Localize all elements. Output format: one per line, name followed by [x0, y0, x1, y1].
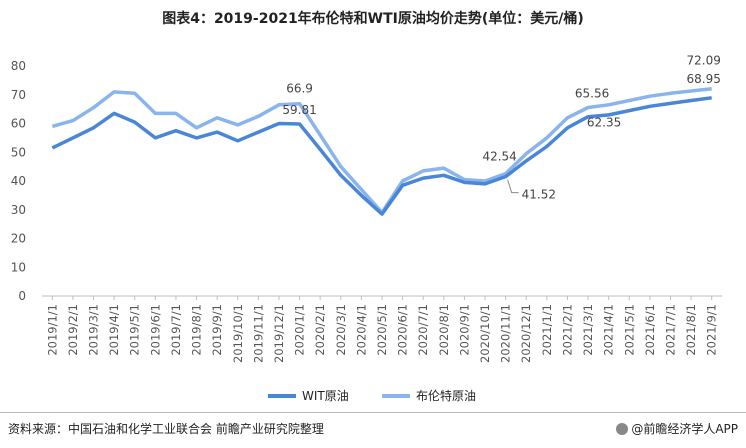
y-tick-label: 10	[11, 260, 26, 274]
legend: WIT原油 布伦特原油	[268, 388, 476, 403]
x-tick-label: 2019/7/1	[169, 304, 183, 356]
y-tick-label: 30	[11, 203, 26, 217]
x-axis: 2019/1/1 2019/2/1 2019/3/1 2019/4/1 2019/5/1…	[42, 295, 722, 363]
y-tick-label: 50	[11, 145, 26, 159]
x-tick-label: 2020/4/1	[354, 304, 368, 356]
brand-text: @前瞻经济学人APP	[631, 422, 738, 436]
x-tick-label: 2021/9/1	[705, 304, 719, 356]
series-line-wti	[51, 96, 712, 216]
y-tick-label: 20	[11, 232, 26, 246]
x-tick-label: 2019/1/1	[45, 304, 59, 356]
y-axis: 0 10 20 30 40 50 60 70 80	[11, 59, 26, 303]
x-tick-label: 2019/9/1	[210, 304, 224, 356]
x-tick-label: 2020/10/1	[478, 304, 492, 363]
x-tick-label: 2019/10/1	[231, 304, 245, 363]
y-tick-label: 70	[11, 88, 26, 102]
y-tick-label: 40	[11, 174, 26, 188]
x-tick-label: 2019/4/1	[107, 304, 121, 356]
x-tick-label: 2020/8/1	[437, 304, 451, 356]
x-tick-label: 2021/7/1	[663, 304, 677, 356]
x-tick-label: 2020/9/1	[457, 304, 471, 356]
data-label: 42.54	[482, 150, 516, 164]
legend-label: WIT原油	[302, 389, 349, 403]
x-tick-label: 2021/3/1	[581, 304, 595, 356]
x-tick-label: 2019/2/1	[66, 304, 80, 356]
x-tick-label: 2020/7/1	[416, 304, 430, 356]
x-tick-label: 2019/11/1	[251, 304, 265, 363]
x-tick-label: 2021/2/1	[560, 304, 574, 356]
x-tick-label: 2020/11/1	[499, 304, 513, 363]
x-tick-label: 2019/8/1	[190, 304, 204, 356]
legend-label: 布伦特原油	[416, 388, 476, 403]
data-label: 41.52	[522, 188, 556, 202]
footer-divider	[0, 412, 746, 413]
data-labels: 66.9 59.81 42.54 41.52 65.56 62.35 72.09 68.95	[282, 54, 720, 202]
chart-title: 图表4：2019-2021年布伦特和WTI原油均价走势(单位：美元/桶)	[162, 11, 584, 27]
x-tick-label: 2020/5/1	[375, 304, 389, 356]
data-label: 65.56	[575, 87, 609, 101]
x-tick-label: 2020/2/1	[313, 304, 327, 356]
y-tick-label: 0	[18, 289, 26, 303]
y-tick-label: 80	[11, 59, 26, 73]
x-tick-label: 2020/12/1	[519, 304, 533, 363]
data-label: 59.81	[282, 103, 316, 117]
x-tick-label: 2020/1/1	[293, 304, 307, 356]
x-tick-label: 2020/6/1	[396, 304, 410, 356]
data-label: 62.35	[587, 116, 621, 130]
x-tick-label: 2021/8/1	[684, 304, 698, 356]
x-tick-label: 2019/3/1	[87, 304, 101, 356]
x-tick-label: 2021/6/1	[643, 304, 657, 356]
data-label: 66.9	[286, 82, 313, 96]
x-tick-label: 2021/1/1	[540, 304, 554, 356]
data-label: 68.95	[687, 72, 721, 86]
x-tick-label: 2019/12/1	[272, 304, 286, 363]
brand-logo-icon	[616, 423, 629, 435]
series-line-brent	[51, 86, 712, 215]
x-tick-label: 2019/6/1	[148, 304, 162, 356]
x-tick-label: 2020/3/1	[334, 304, 348, 356]
data-label: 72.09	[687, 54, 721, 68]
series-layer	[51, 86, 712, 216]
line-chart: 0 10 20 30 40 50 60 70 80 2019/1/1 2019/2/1 2019/3…	[11, 54, 722, 403]
x-tick-label: 2019/5/1	[128, 304, 142, 356]
x-tick-label: 2021/4/1	[602, 304, 616, 356]
brand-credit: @前瞻经济学人APP	[616, 420, 738, 437]
label-leader-line	[507, 179, 519, 194]
source-note: 资料来源：中国石油和化学工业联合会 前瞻产业研究院整理	[8, 422, 324, 436]
x-tick-label: 2021/5/1	[622, 304, 636, 356]
y-tick-label: 60	[11, 117, 26, 131]
